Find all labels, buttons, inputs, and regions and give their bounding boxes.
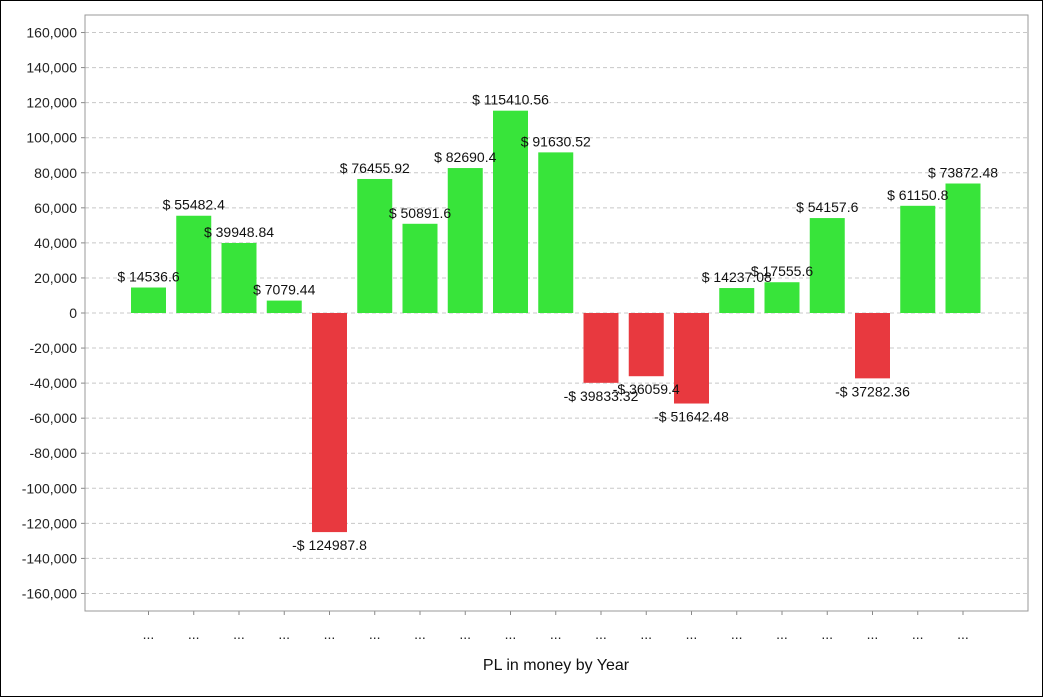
x-tick-label: ...	[595, 626, 607, 642]
x-tick-label: ...	[278, 626, 290, 642]
data-label: -$ 36059.4	[613, 381, 680, 397]
bar	[945, 183, 981, 313]
y-tick-label: 80,000	[34, 165, 77, 181]
bar	[900, 205, 936, 313]
x-tick-label: ...	[324, 626, 336, 642]
y-tick-label: 60,000	[34, 200, 77, 216]
bar	[764, 282, 800, 313]
x-tick-label: ...	[369, 626, 381, 642]
y-tick-label: -20,000	[30, 340, 78, 356]
x-tick-label: ...	[233, 626, 245, 642]
x-tick-label: ...	[912, 626, 924, 642]
bar	[809, 218, 845, 313]
x-tick-label: ...	[143, 626, 155, 642]
bar	[493, 110, 528, 313]
y-tick-label: 100,000	[26, 130, 77, 146]
y-tick-label: -60,000	[30, 410, 78, 426]
data-label: $ 50891.6	[389, 205, 451, 221]
data-labels: $ 14536.6 $ 55482.4 $ 39948.84 $ 7079.44 -$ …	[117, 92, 998, 553]
x-tick-label: ...	[821, 626, 833, 642]
x-tick-label: ...	[731, 626, 743, 642]
data-label: $ 7079.44	[253, 282, 315, 298]
y-tick-label: -140,000	[22, 550, 77, 566]
data-label: $ 73872.48	[928, 165, 998, 181]
y-tick-label: 120,000	[26, 95, 77, 111]
bar	[266, 300, 302, 313]
y-tick-label: 140,000	[26, 60, 77, 76]
x-tick-label: ...	[459, 626, 471, 642]
x-tick-label: ...	[505, 626, 517, 642]
data-label: $ 76455.92	[340, 160, 410, 176]
x-tick-label: ...	[550, 626, 562, 642]
data-label: $ 91630.52	[521, 133, 591, 149]
x-tick-label: ...	[188, 626, 200, 642]
data-label: $ 39948.84	[204, 224, 274, 240]
data-label: $ 55482.4	[163, 197, 225, 213]
x-tick-label: ...	[686, 626, 698, 642]
x-tick-label: ...	[957, 626, 969, 642]
data-label: $ 82690.4	[434, 149, 496, 165]
y-tick-label: -120,000	[22, 515, 77, 531]
bar	[719, 288, 755, 313]
bar	[674, 313, 709, 404]
y-axis-ticks: 160,000 140,000 120,000 100,000 80,000 60,000…	[22, 25, 85, 601]
data-label: $ 61150.8	[887, 187, 948, 203]
bar	[357, 178, 393, 313]
data-label: -$ 37282.36	[835, 383, 910, 399]
data-label: -$ 124987.8	[292, 537, 367, 553]
x-tick-label: ...	[640, 626, 652, 642]
bar	[402, 223, 438, 313]
y-tick-label: -100,000	[22, 480, 77, 496]
x-tick-label: ...	[414, 626, 426, 642]
x-axis-title: PL in money by Year	[483, 657, 630, 674]
y-tick-label: 40,000	[34, 235, 77, 251]
data-label: $ 14237.08	[702, 269, 772, 285]
bar	[312, 313, 347, 533]
data-label: $ 54157.6	[796, 199, 858, 215]
y-tick-label: -80,000	[30, 445, 78, 461]
bar	[447, 168, 483, 313]
bar	[221, 242, 257, 313]
data-label: $ 115410.56	[472, 92, 549, 108]
y-tick-label: -160,000	[22, 585, 77, 601]
data-label: -$ 51642.48	[654, 409, 729, 425]
bar	[628, 313, 664, 377]
data-label: -$ 39833.32	[564, 388, 639, 404]
bar	[176, 215, 212, 313]
bars	[131, 110, 981, 533]
plot-area-border	[84, 14, 1029, 612]
y-tick-label: -40,000	[30, 375, 78, 391]
bar	[583, 313, 619, 383]
bar	[855, 313, 890, 379]
x-tick-label: ...	[776, 626, 788, 642]
y-tick-label: 20,000	[34, 270, 77, 286]
y-tick-label: 0	[69, 305, 77, 321]
data-label: $ 17555.6	[751, 263, 813, 279]
y-tick-label: 160,000	[26, 25, 77, 41]
x-axis-ticks: ........................................…	[143, 611, 969, 642]
bar	[538, 152, 574, 313]
bar	[131, 287, 166, 313]
x-tick-label: ...	[867, 626, 879, 642]
data-label: $ 14536.6	[117, 269, 179, 285]
